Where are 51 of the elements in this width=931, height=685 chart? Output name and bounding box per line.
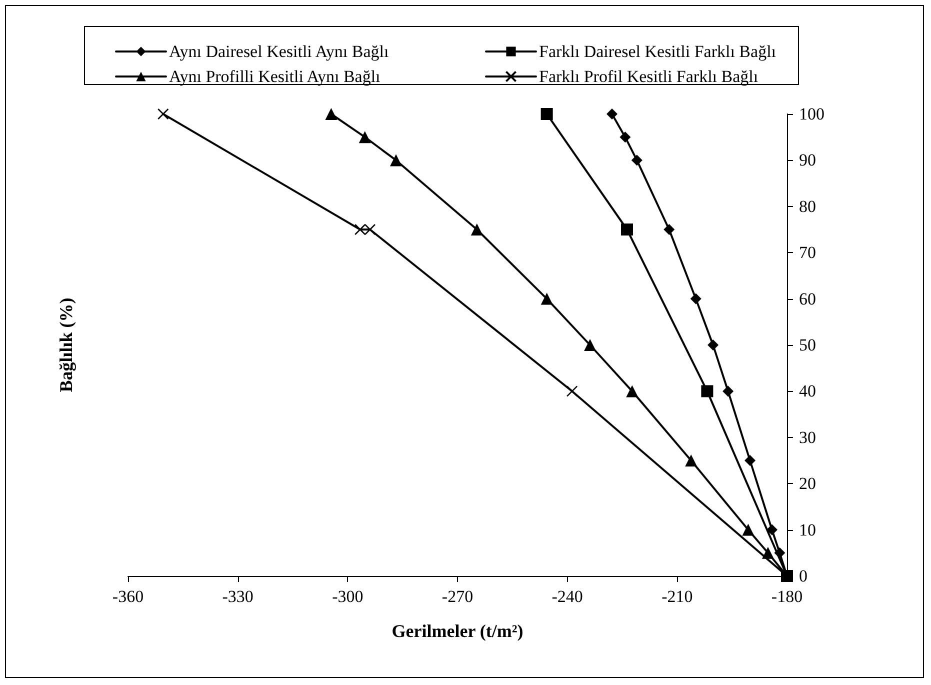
point (364, 224, 376, 236)
legend-label: Aynı Profilli Kesitli Aynı Bağlı (169, 67, 381, 86)
point (325, 108, 338, 120)
point (722, 386, 734, 397)
y-tick-label: 100 (799, 104, 824, 124)
point (470, 224, 483, 236)
point (540, 292, 553, 305)
point (742, 524, 754, 536)
point (157, 108, 169, 120)
point (390, 154, 402, 166)
point (621, 224, 634, 236)
x-tick-label: -240 (552, 587, 583, 606)
y-tick-label: 30 (799, 428, 816, 447)
x-axis-title: Gerilmeler (t/m²) (392, 621, 524, 641)
y-tick-label: 70 (799, 243, 816, 262)
point (584, 339, 596, 351)
legend-label: Farklı Profil Kesitli Farklı Bağlı (539, 67, 758, 86)
y-tick-label: 0 (799, 566, 808, 586)
y-tick-label: 40 (799, 382, 816, 401)
point (620, 132, 631, 143)
point (540, 108, 553, 120)
point (354, 224, 366, 236)
point (631, 154, 642, 166)
y-tick-label: 60 (799, 289, 816, 308)
point (606, 108, 618, 120)
point (766, 524, 778, 536)
x-tick-label: -210 (662, 587, 693, 606)
x-tick-label: -330 (222, 587, 254, 606)
point (744, 455, 756, 466)
point (762, 546, 774, 559)
x-tick-label: -180 (771, 587, 803, 606)
legend-label: Aynı Dairesel Kesitli Aynı Bağlı (169, 42, 390, 61)
y-tick-label: 10 (799, 520, 816, 540)
point (664, 224, 675, 235)
x-tick-label: -360 (112, 587, 144, 606)
x-tick-label: -270 (442, 587, 474, 606)
y-tick-label: 50 (799, 336, 816, 354)
point (358, 131, 371, 144)
y-axis-title: Bağlılık (%) (56, 298, 76, 392)
point (690, 293, 702, 304)
y-tick-label: 80 (799, 196, 816, 216)
legend-label: Farklı Dairesel Kesitli Farklı Bağlı (539, 42, 776, 61)
x-tick-label: -300 (332, 587, 364, 606)
y-tick-label: 90 (799, 150, 816, 170)
point (701, 385, 714, 398)
y-tick-label: 20 (799, 474, 816, 494)
point (774, 547, 786, 558)
point (566, 386, 578, 397)
point (626, 385, 638, 398)
point (685, 454, 698, 466)
point (708, 340, 719, 350)
